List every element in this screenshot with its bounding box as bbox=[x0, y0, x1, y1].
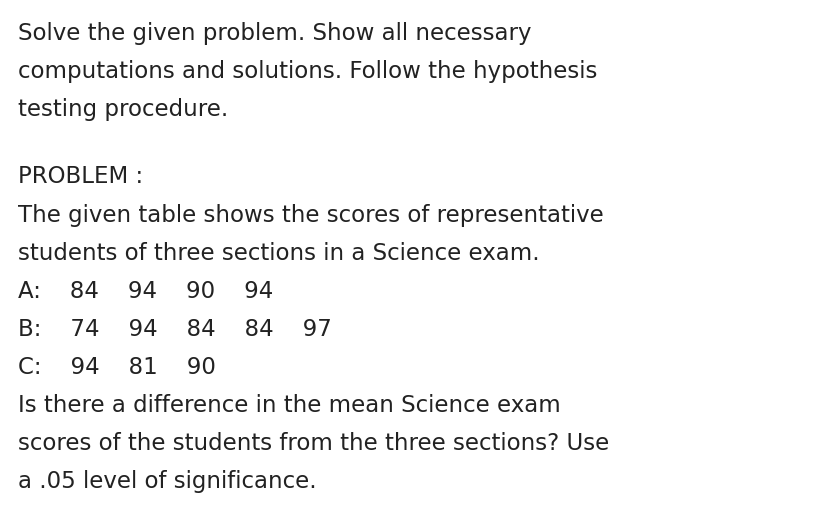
Text: A:    84    94    90    94: A: 84 94 90 94 bbox=[18, 280, 273, 303]
Text: testing procedure.: testing procedure. bbox=[18, 98, 228, 121]
Text: a .05 level of significance.: a .05 level of significance. bbox=[18, 470, 316, 493]
Text: Is there a difference in the mean Science exam: Is there a difference in the mean Scienc… bbox=[18, 394, 560, 417]
Text: B:    74    94    84    84    97: B: 74 94 84 84 97 bbox=[18, 318, 332, 341]
Text: students of three sections in a Science exam.: students of three sections in a Science … bbox=[18, 242, 539, 265]
Text: scores of the students from the three sections? Use: scores of the students from the three se… bbox=[18, 432, 609, 455]
Text: Solve the given problem. Show all necessary: Solve the given problem. Show all necess… bbox=[18, 22, 531, 45]
Text: The given table shows the scores of representative: The given table shows the scores of repr… bbox=[18, 204, 603, 227]
Text: PROBLEM :: PROBLEM : bbox=[18, 165, 143, 188]
Text: computations and solutions. Follow the hypothesis: computations and solutions. Follow the h… bbox=[18, 60, 596, 83]
Text: C:    94    81    90: C: 94 81 90 bbox=[18, 356, 216, 379]
